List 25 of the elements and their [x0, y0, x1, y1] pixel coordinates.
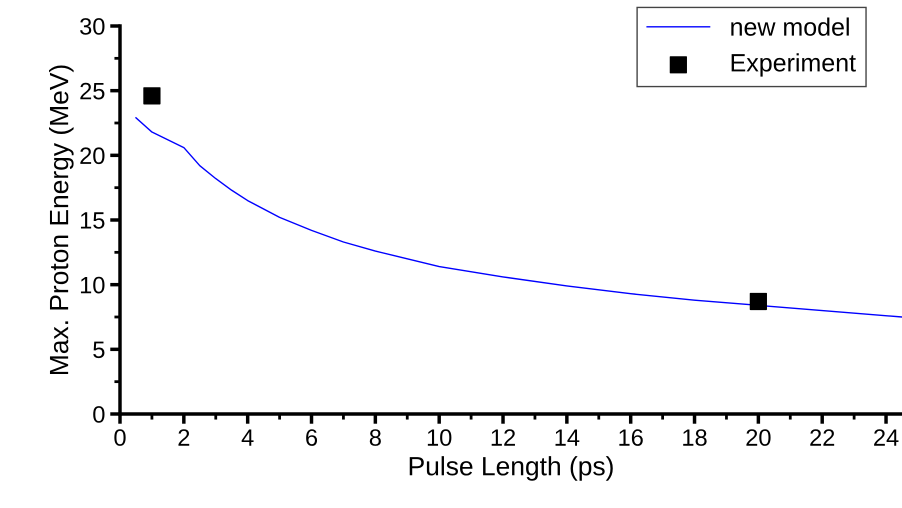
- x-tick-label: 18: [683, 429, 707, 446]
- legend-label: new model: [731, 17, 849, 36]
- y-tick-label: 15: [80, 212, 104, 229]
- x-tick-label: 10: [428, 429, 452, 446]
- x-tick-label: 22: [810, 429, 834, 446]
- line-series: [135, 117, 902, 318]
- x-tick-label: 14: [556, 429, 580, 446]
- y-tick-label: 30: [80, 18, 104, 35]
- y-axis-title: Max. Proton Energy (MeV): [49, 65, 74, 374]
- y-tick-label: 20: [80, 147, 104, 164]
- x-tick-label: 6: [306, 429, 318, 446]
- legend-label: Experiment: [732, 53, 856, 77]
- x-tick-label: 2: [178, 429, 190, 446]
- y-tick-label: 25: [80, 82, 104, 100]
- x-tick-label: 16: [619, 429, 643, 446]
- x-tick-label: 12: [492, 429, 515, 446]
- y-tick-label: 0: [93, 406, 104, 423]
- x-tick-label: 0: [114, 429, 126, 446]
- x-tick-label: 20: [746, 429, 771, 446]
- y-tick-label: 10: [80, 276, 104, 294]
- x-tick-label: 4: [242, 429, 254, 446]
- y-tick-label: 5: [93, 342, 104, 358]
- x-tick-label: 24: [874, 429, 898, 446]
- x-axis-title: Pulse Length (ps): [410, 456, 613, 481]
- x-tick-label: 8: [370, 429, 381, 446]
